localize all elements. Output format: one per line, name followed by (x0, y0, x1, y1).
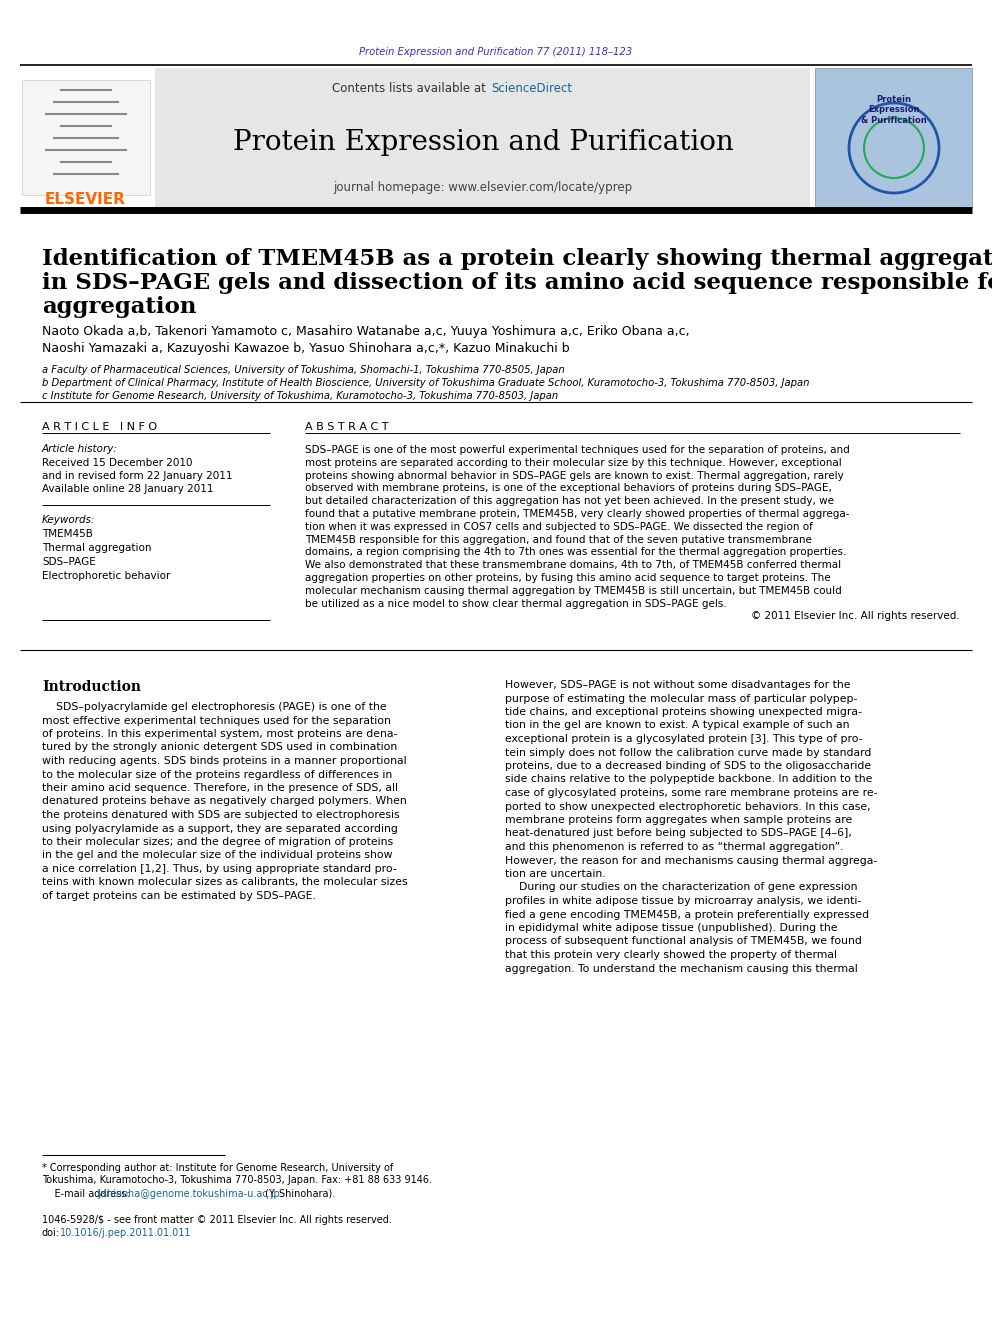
Text: in epididymal white adipose tissue (unpublished). During the: in epididymal white adipose tissue (unpu… (505, 923, 837, 933)
Text: in SDS–PAGE gels and dissection of its amino acid sequence responsible for this: in SDS–PAGE gels and dissection of its a… (42, 273, 992, 294)
Text: of target proteins can be estimated by SDS–PAGE.: of target proteins can be estimated by S… (42, 890, 315, 901)
Text: to their molecular sizes; and the degree of migration of proteins: to their molecular sizes; and the degree… (42, 837, 393, 847)
Text: However, SDS–PAGE is not without some disadvantages for the: However, SDS–PAGE is not without some di… (505, 680, 850, 691)
Text: Introduction: Introduction (42, 680, 141, 695)
Text: ELSEVIER: ELSEVIER (45, 193, 125, 208)
Text: aggregation. To understand the mechanism causing this thermal: aggregation. To understand the mechanism… (505, 963, 858, 974)
Text: found that a putative membrane protein, TMEM45B, very clearly showed properties : found that a putative membrane protein, … (305, 509, 849, 519)
Text: SDS–PAGE: SDS–PAGE (42, 557, 96, 568)
Text: 1046-5928/$ - see front matter © 2011 Elsevier Inc. All rights reserved.: 1046-5928/$ - see front matter © 2011 El… (42, 1215, 392, 1225)
Text: However, the reason for and mechanisms causing thermal aggrega-: However, the reason for and mechanisms c… (505, 856, 877, 865)
Text: Keywords:: Keywords: (42, 515, 95, 525)
Text: that this protein very clearly showed the property of thermal: that this protein very clearly showed th… (505, 950, 837, 960)
Text: of proteins. In this experimental system, most proteins are dena-: of proteins. In this experimental system… (42, 729, 398, 740)
Text: and in revised form 22 January 2011: and in revised form 22 January 2011 (42, 471, 232, 482)
Text: domains, a region comprising the 4th to 7th ones was essential for the thermal a: domains, a region comprising the 4th to … (305, 548, 846, 557)
Text: E-mail address:: E-mail address: (42, 1189, 133, 1199)
Text: Received 15 December 2010: Received 15 December 2010 (42, 458, 192, 468)
Text: case of glycosylated proteins, some rare membrane proteins are re-: case of glycosylated proteins, some rare… (505, 789, 878, 798)
Text: yshinoha@genome.tokushima-u.ac.jp: yshinoha@genome.tokushima-u.ac.jp (97, 1189, 281, 1199)
Text: aggregation: aggregation (42, 296, 196, 318)
Text: tured by the strongly anionic detergent SDS used in combination: tured by the strongly anionic detergent … (42, 742, 397, 753)
Text: © 2011 Elsevier Inc. All rights reserved.: © 2011 Elsevier Inc. All rights reserved… (751, 611, 960, 622)
Text: Protein Expression and Purification: Protein Expression and Purification (233, 130, 733, 156)
Text: A R T I C L E   I N F O: A R T I C L E I N F O (42, 422, 157, 433)
Text: Contents lists available at: Contents lists available at (332, 82, 490, 94)
Text: teins with known molecular sizes as calibrants, the molecular sizes: teins with known molecular sizes as cali… (42, 877, 408, 888)
Text: Tokushima, Kuramotocho-3, Tokushima 770-8503, Japan. Fax: +81 88 633 9146.: Tokushima, Kuramotocho-3, Tokushima 770-… (42, 1175, 432, 1185)
Text: proteins, due to a decreased binding of SDS to the oligosaccharide: proteins, due to a decreased binding of … (505, 761, 871, 771)
Text: observed with membrane proteins, is one of the exceptional behaviors of proteins: observed with membrane proteins, is one … (305, 483, 832, 493)
Text: using polyacrylamide as a support, they are separated according: using polyacrylamide as a support, they … (42, 823, 398, 833)
Text: (Y. Shinohara).: (Y. Shinohara). (262, 1189, 335, 1199)
Text: profiles in white adipose tissue by microarray analysis, we identi-: profiles in white adipose tissue by micr… (505, 896, 861, 906)
Text: Protein Expression and Purification 77 (2011) 118–123: Protein Expression and Purification 77 (… (359, 48, 633, 57)
Text: ported to show unexpected electrophoretic behaviors. In this case,: ported to show unexpected electrophoreti… (505, 802, 871, 811)
Text: TMEM45B responsible for this aggregation, and found that of the seven putative t: TMEM45B responsible for this aggregation… (305, 534, 811, 545)
Text: SDS–PAGE is one of the most powerful experimental techniques used for the separa: SDS–PAGE is one of the most powerful exp… (305, 445, 850, 455)
Text: and this phenomenon is referred to as “thermal aggregation”.: and this phenomenon is referred to as “t… (505, 841, 843, 852)
Text: the proteins denatured with SDS are subjected to electrophoresis: the proteins denatured with SDS are subj… (42, 810, 400, 820)
Text: denatured proteins behave as negatively charged polymers. When: denatured proteins behave as negatively … (42, 796, 407, 807)
Text: We also demonstrated that these transmembrane domains, 4th to 7th, of TMEM45B co: We also demonstrated that these transmem… (305, 560, 841, 570)
Text: with reducing agents. SDS binds proteins in a manner proportional: with reducing agents. SDS binds proteins… (42, 755, 407, 766)
Text: * Corresponding author at: Institute for Genome Research, University of: * Corresponding author at: Institute for… (42, 1163, 393, 1174)
Text: Naoto Okada a,b, Takenori Yamamoto c, Masahiro Watanabe a,c, Yuuya Yoshimura a,c: Naoto Okada a,b, Takenori Yamamoto c, Ma… (42, 325, 689, 337)
Text: but detailed characterization of this aggregation has not yet been achieved. In : but detailed characterization of this ag… (305, 496, 834, 507)
Text: Article history:: Article history: (42, 445, 118, 454)
Text: process of subsequent functional analysis of TMEM45B, we found: process of subsequent functional analysi… (505, 937, 862, 946)
Text: tide chains, and exceptional proteins showing unexpected migra-: tide chains, and exceptional proteins sh… (505, 706, 862, 717)
Text: proteins showing abnormal behavior in SDS–PAGE gels are known to exist. Thermal : proteins showing abnormal behavior in SD… (305, 471, 844, 480)
Bar (155, 67, 810, 208)
Text: journal homepage: www.elsevier.com/locate/yprep: journal homepage: www.elsevier.com/locat… (333, 181, 633, 194)
Text: to the molecular size of the proteins regardless of differences in: to the molecular size of the proteins re… (42, 770, 392, 779)
Text: side chains relative to the polypeptide backbone. In addition to the: side chains relative to the polypeptide … (505, 774, 872, 785)
Text: in the gel and the molecular size of the individual proteins show: in the gel and the molecular size of the… (42, 851, 393, 860)
Text: fied a gene encoding TMEM45B, a protein preferentially expressed: fied a gene encoding TMEM45B, a protein … (505, 909, 869, 919)
Text: most effective experimental techniques used for the separation: most effective experimental techniques u… (42, 716, 391, 725)
Text: A B S T R A C T: A B S T R A C T (305, 422, 389, 433)
Text: Naoshi Yamazaki a, Kazuyoshi Kawazoe b, Yasuo Shinohara a,c,*, Kazuo Minakuchi b: Naoshi Yamazaki a, Kazuyoshi Kawazoe b, … (42, 343, 569, 355)
Text: a nice correlation [1,2]. Thus, by using appropriate standard pro-: a nice correlation [1,2]. Thus, by using… (42, 864, 397, 875)
Text: heat-denatured just before being subjected to SDS–PAGE [4–6],: heat-denatured just before being subject… (505, 828, 852, 839)
Text: membrane proteins form aggregates when sample proteins are: membrane proteins form aggregates when s… (505, 815, 852, 826)
Text: tein simply does not follow the calibration curve made by standard: tein simply does not follow the calibrat… (505, 747, 871, 758)
Text: b Department of Clinical Pharmacy, Institute of Health Bioscience, University of: b Department of Clinical Pharmacy, Insti… (42, 378, 809, 388)
Text: 10.1016/j.pep.2011.01.011: 10.1016/j.pep.2011.01.011 (60, 1228, 191, 1238)
Text: c Institute for Genome Research, University of Tokushima, Kuramotocho-3, Tokushi: c Institute for Genome Research, Univers… (42, 392, 558, 401)
Text: During our studies on the characterization of gene expression: During our studies on the characterizati… (505, 882, 857, 893)
Text: tion in the gel are known to exist. A typical example of such an: tion in the gel are known to exist. A ty… (505, 721, 849, 730)
Text: purpose of estimating the molecular mass of particular polypep-: purpose of estimating the molecular mass… (505, 693, 857, 704)
Text: doi:: doi: (42, 1228, 60, 1238)
Bar (20, 67, 153, 208)
Text: TMEM45B: TMEM45B (42, 529, 93, 538)
Bar (22, 79, 150, 194)
Text: a Faculty of Pharmaceutical Sciences, University of Tokushima, Shomachi-1, Tokus: a Faculty of Pharmaceutical Sciences, Un… (42, 365, 564, 374)
Text: Protein
Expression
& Purification: Protein Expression & Purification (861, 95, 927, 124)
Text: SDS–polyacrylamide gel electrophoresis (PAGE) is one of the: SDS–polyacrylamide gel electrophoresis (… (42, 703, 387, 712)
Text: molecular mechanism causing thermal aggregation by TMEM45B is still uncertain, b: molecular mechanism causing thermal aggr… (305, 586, 842, 595)
Text: Electrophoretic behavior: Electrophoretic behavior (42, 572, 171, 581)
Text: Identification of TMEM45B as a protein clearly showing thermal aggregation: Identification of TMEM45B as a protein c… (42, 247, 992, 270)
Text: Thermal aggregation: Thermal aggregation (42, 542, 152, 553)
Text: aggregation properties on other proteins, by fusing this amino acid sequence to : aggregation properties on other proteins… (305, 573, 830, 583)
Text: tion are uncertain.: tion are uncertain. (505, 869, 606, 878)
Bar (815, 67, 972, 208)
Text: Available online 28 January 2011: Available online 28 January 2011 (42, 484, 213, 493)
Text: be utilized as a nice model to show clear thermal aggregation in SDS–PAGE gels.: be utilized as a nice model to show clea… (305, 598, 727, 609)
Text: their amino acid sequence. Therefore, in the presence of SDS, all: their amino acid sequence. Therefore, in… (42, 783, 398, 792)
Text: exceptional protein is a glycosylated protein [3]. This type of pro-: exceptional protein is a glycosylated pr… (505, 734, 863, 744)
Text: most proteins are separated according to their molecular size by this technique.: most proteins are separated according to… (305, 458, 842, 468)
Text: tion when it was expressed in COS7 cells and subjected to SDS–PAGE. We dissected: tion when it was expressed in COS7 cells… (305, 521, 812, 532)
Text: ScienceDirect: ScienceDirect (491, 82, 572, 94)
